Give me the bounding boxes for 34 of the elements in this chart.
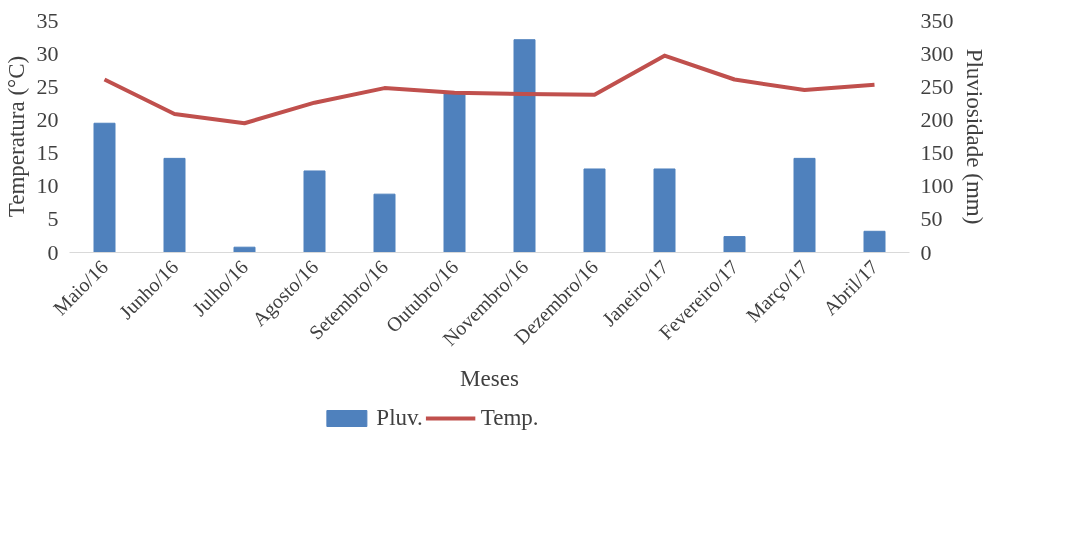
bar [163, 157, 186, 253]
y-tick-label: 20 [36, 106, 59, 132]
y2-tick-label: 50 [920, 206, 943, 232]
y-tick-label: 5 [47, 206, 59, 232]
x-axis-title: Meses [460, 365, 519, 391]
bar [303, 170, 326, 253]
bar [513, 39, 536, 253]
y-tick-label: 0 [47, 239, 59, 265]
y-tick-label: 25 [36, 73, 59, 99]
bar [373, 193, 396, 253]
bar [793, 157, 816, 253]
line-series [102, 53, 877, 126]
bar [723, 236, 746, 253]
y-tick-label: 15 [36, 140, 59, 166]
bar [233, 246, 256, 253]
bar [93, 122, 116, 253]
bar [583, 168, 606, 253]
y-tick-label: 35 [36, 7, 59, 33]
y2-tick-label: 250 [920, 73, 954, 99]
y2-tick-label: 350 [920, 7, 954, 33]
y2-tick-label: 300 [920, 40, 954, 66]
y2-tick-label: 100 [920, 173, 954, 199]
y2-tick-label: 200 [920, 106, 954, 132]
y2-axis-title: Pluviosidade (mm) [961, 48, 987, 225]
legend-label: Temp. [480, 405, 539, 431]
y-tick-label: 10 [36, 173, 59, 199]
y-tick-label: 30 [36, 40, 59, 66]
y-axis-title: Temperatura (°C) [3, 55, 29, 218]
y2-tick-label: 0 [920, 239, 932, 265]
bar [863, 230, 886, 253]
bar [653, 168, 676, 253]
bar [443, 91, 466, 253]
legend-label: Pluv. [376, 405, 423, 431]
y2-tick-label: 150 [920, 140, 954, 166]
